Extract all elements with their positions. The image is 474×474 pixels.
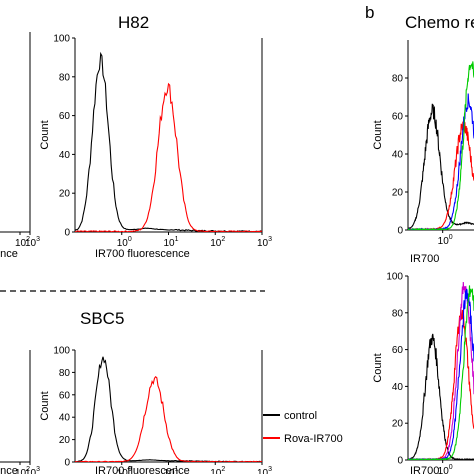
legend: control Rova-IR700 xyxy=(263,410,343,445)
chart-h82: 0 20 40 60 80 100 Count 100 101 102 103 IR700 fluor… xyxy=(39,34,272,261)
x-tick-label: 102 xyxy=(15,236,30,249)
y-tick-label: 100 xyxy=(53,346,70,357)
histogram-series-control xyxy=(408,333,474,460)
y-tick-label: 60 xyxy=(59,111,71,122)
h82-title: H82 xyxy=(118,13,149,32)
y-tick-label: 20 xyxy=(392,188,404,199)
y-tick-label: 100 xyxy=(386,272,403,283)
y-tick-label: 40 xyxy=(59,413,71,424)
axes-frame xyxy=(0,32,31,233)
y-tick-label: 20 xyxy=(392,419,404,430)
y-axis-label: Count xyxy=(39,120,51,149)
x-tick-label: 103 xyxy=(25,466,40,474)
y-tick-label: 80 xyxy=(59,368,71,379)
y-tick-label: 20 xyxy=(59,189,71,200)
x-tick-label: 102 xyxy=(210,236,225,249)
y-tick-label: 0 xyxy=(397,226,403,237)
x-tick-label: 101 xyxy=(164,466,179,474)
x-axis-label: ence xyxy=(0,465,18,474)
panel-b-title: Chemo re xyxy=(405,13,474,32)
y-axis-label: Count xyxy=(39,391,51,420)
x-tick-label: 100 xyxy=(438,464,453,474)
y-tick-label: 0 xyxy=(64,458,70,469)
y-tick-label: 60 xyxy=(392,112,404,123)
x-tick-label: 103 xyxy=(25,236,40,249)
y-tick-label: 20 xyxy=(59,435,71,446)
x-tick-label: 103 xyxy=(257,236,272,249)
histogram-series-blue xyxy=(408,288,474,460)
y-tick-label: 60 xyxy=(392,345,404,356)
x-tick-label: 100 xyxy=(438,234,453,247)
y-tick-label: 80 xyxy=(392,308,404,319)
histogram-series-control xyxy=(408,103,474,230)
y-tick-label: 40 xyxy=(392,382,404,393)
y-tick-label: 80 xyxy=(59,72,71,83)
x-tick-label: 100 xyxy=(117,236,132,249)
histogram-series-control xyxy=(75,356,262,462)
sbc5-title: SBC5 xyxy=(80,309,124,328)
y-tick-label: 40 xyxy=(59,150,71,161)
panel-b-letter: b xyxy=(365,3,374,22)
x-tick-label: 102 xyxy=(15,466,30,474)
y-tick-label: 40 xyxy=(392,150,404,161)
chart-chemo-top: 0 20 40 60 80 Count 100 IR700 xyxy=(372,40,474,265)
x-axis-label: IR700 xyxy=(410,465,439,474)
y-tick-label: 100 xyxy=(53,34,70,45)
axes-frame xyxy=(74,350,263,463)
x-axis-label: IR700 fluorescence xyxy=(95,248,190,260)
y-axis-label: Count xyxy=(372,353,384,382)
x-tick-label: 103 xyxy=(257,466,272,474)
x-axis-label: IR700 xyxy=(410,253,439,265)
y-tick-label: 0 xyxy=(64,228,70,239)
y-tick-label: 80 xyxy=(392,74,404,85)
histogram-series-rova-ir700 xyxy=(75,376,262,462)
x-tick-label: 102 xyxy=(210,466,225,474)
histogram-series-control xyxy=(75,51,262,232)
y-axis-label: Count xyxy=(372,120,384,149)
y-tick-label: 60 xyxy=(59,390,71,401)
histogram-series-rova xyxy=(408,307,474,460)
axes-frame xyxy=(0,350,31,463)
histogram-series-rova xyxy=(75,82,262,232)
histogram-series-green xyxy=(408,61,474,230)
x-axis-label: IR700 fluorescence xyxy=(95,465,190,474)
y-tick-label: 0 xyxy=(397,456,403,467)
x-axis-label: ence xyxy=(0,248,18,260)
x-tick-label: 101 xyxy=(164,236,179,249)
legend-rova-label: Rova-IR700 xyxy=(284,433,343,445)
x-tick-label: 100 xyxy=(117,466,132,474)
legend-control-label: control xyxy=(284,410,317,422)
chart-sbc5: 0 20 40 60 80 100 Count 100 101 102 103 IR700 fluor… xyxy=(39,346,272,474)
histogram-panels: 102103ence020406080100Count100101102103I… xyxy=(0,32,474,474)
histogram-series-green xyxy=(408,285,474,460)
